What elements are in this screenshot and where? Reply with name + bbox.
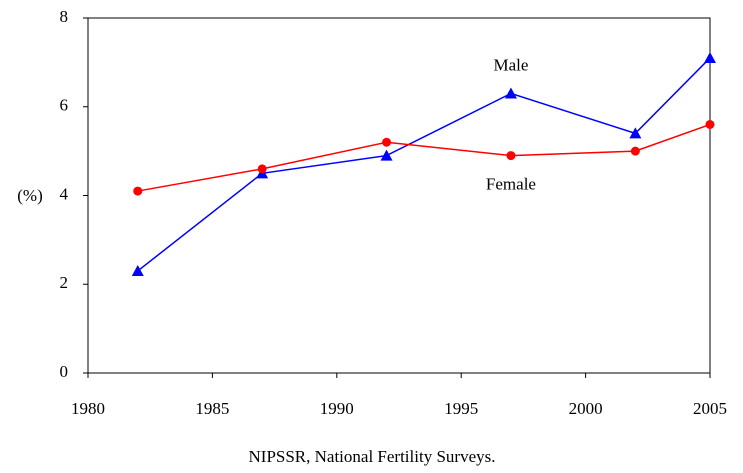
y-tick-label: 4 [60, 184, 69, 203]
x-tick-label: 1995 [444, 399, 478, 418]
x-tick-label: 1985 [195, 399, 229, 418]
marker [257, 164, 267, 174]
marker [133, 186, 143, 196]
x-tick-label: 1990 [320, 399, 354, 418]
y-tick-label: 8 [60, 7, 69, 26]
marker [380, 149, 393, 161]
series-line [137, 57, 711, 272]
plot-frame [87, 17, 711, 374]
y-tick-label: 6 [60, 96, 69, 115]
marker [506, 151, 516, 161]
marker [504, 87, 517, 99]
x-tick-label: 2000 [569, 399, 603, 418]
marker [629, 127, 642, 139]
x-tick-label: 2005 [693, 399, 727, 418]
series-line [137, 123, 711, 192]
marker [704, 51, 716, 63]
marker [705, 120, 715, 129]
y-tick-label: 2 [60, 273, 69, 292]
series-label: Male [493, 55, 528, 74]
marker [382, 137, 392, 147]
y-axis-label: (%) [17, 186, 42, 205]
caption: NIPSSR, National Fertility Surveys. [249, 447, 496, 466]
x-tick-label: 1980 [71, 399, 105, 418]
marker [630, 146, 640, 156]
series-label: Female [486, 174, 536, 193]
y-tick-label: 0 [60, 362, 69, 381]
marker [131, 264, 144, 276]
